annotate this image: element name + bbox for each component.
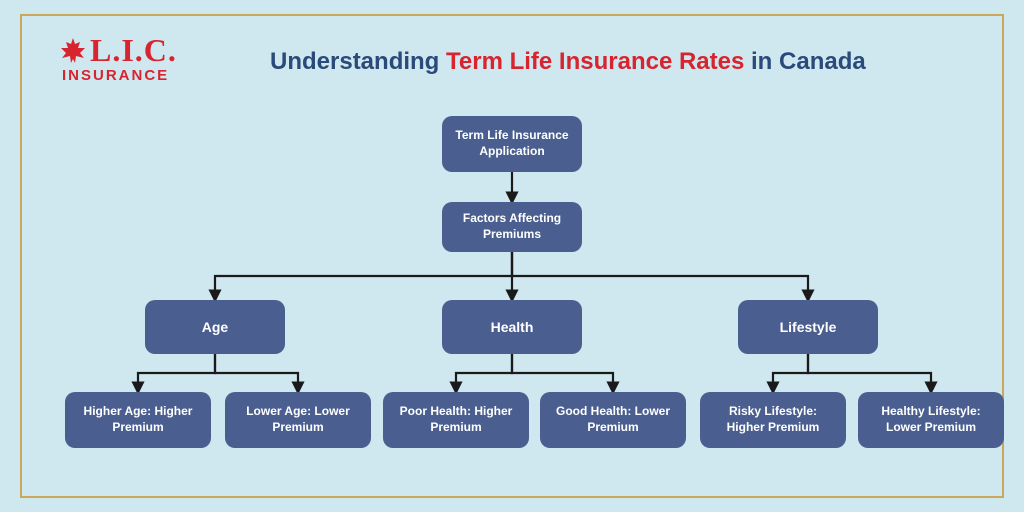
page-title: Understanding Term Life Insurance Rates … xyxy=(270,48,866,76)
page-root: L.I.C. INSURANCE Understanding Term Life… xyxy=(0,0,1024,512)
node-hl_good: Good Health: Lower Premium xyxy=(540,392,686,448)
node-health: Health xyxy=(442,300,582,354)
node-ls_risk: Risky Lifestyle: Higher Premium xyxy=(700,392,846,448)
node-age: Age xyxy=(145,300,285,354)
title-part: Understanding xyxy=(270,48,446,75)
node-age_lo: Lower Age: Lower Premium xyxy=(225,392,371,448)
logo-main-text: L.I.C. xyxy=(90,32,177,69)
node-age_hi: Higher Age: Higher Premium xyxy=(65,392,211,448)
title-part: in xyxy=(744,48,779,75)
logo-sub-text: INSURANCE xyxy=(62,67,177,84)
node-factors: Factors Affecting Premiums xyxy=(442,202,582,252)
node-lifestyle: Lifestyle xyxy=(738,300,878,354)
title-part: Term Life Insurance Rates xyxy=(446,48,744,75)
node-hl_poor: Poor Health: Higher Premium xyxy=(383,392,529,448)
maple-leaf-icon xyxy=(58,36,88,66)
node-ls_heal: Healthy Lifestyle: Lower Premium xyxy=(858,392,1004,448)
node-root: Term Life Insurance Application xyxy=(442,116,582,172)
title-part: Canada xyxy=(779,48,866,75)
lic-logo: L.I.C. INSURANCE xyxy=(58,32,177,84)
logo-main-row: L.I.C. xyxy=(58,32,177,69)
